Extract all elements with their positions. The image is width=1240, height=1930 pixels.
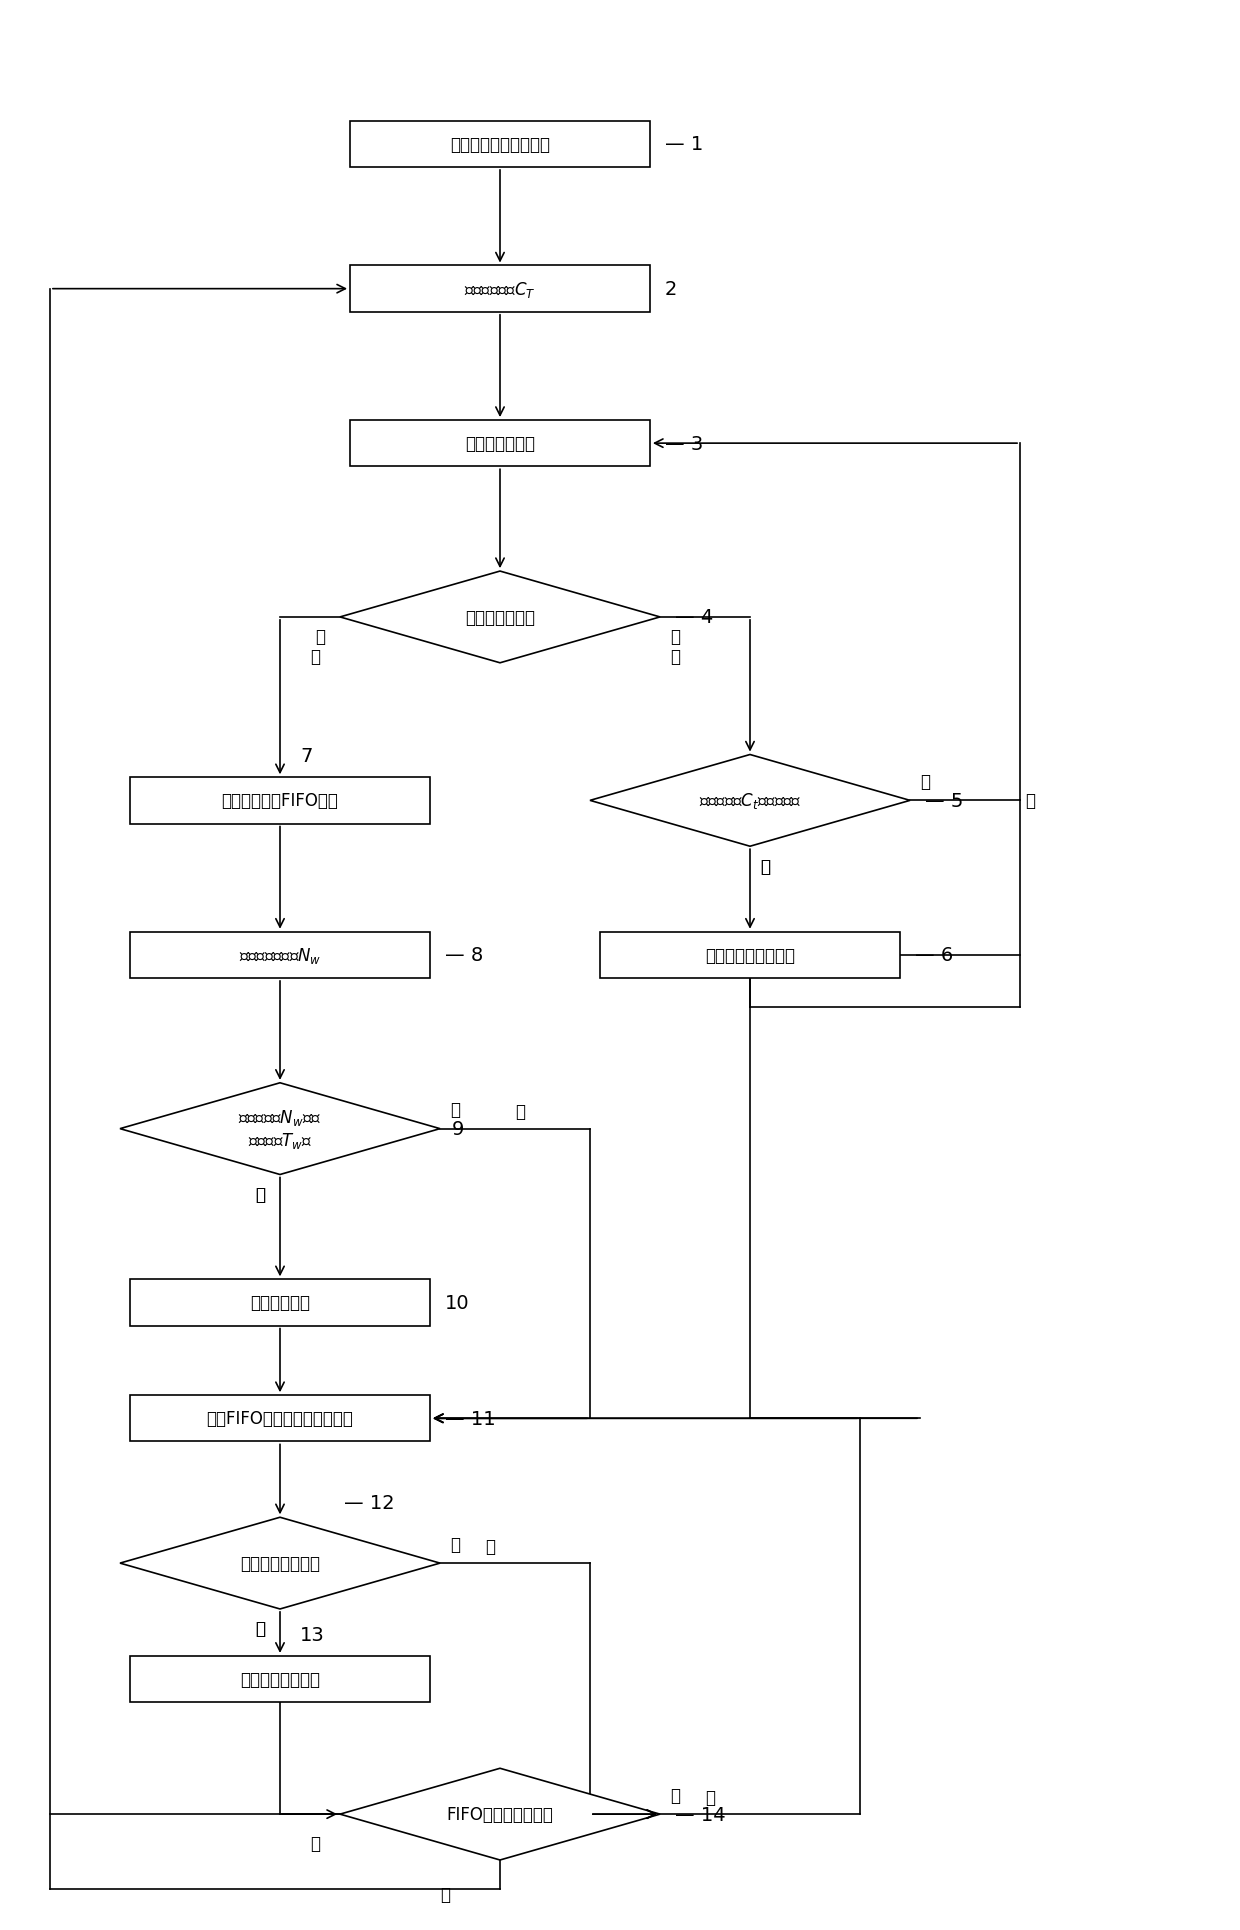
Text: 写请求数目$N_w$大于
指定阈値$T_w$？: 写请求数目$N_w$大于 指定阈値$T_w$？ bbox=[238, 1108, 321, 1150]
Text: 是否为读请求？: 是否为读请求？ bbox=[465, 608, 534, 627]
Text: 是: 是 bbox=[255, 1619, 265, 1637]
FancyBboxPatch shape bbox=[130, 1656, 430, 1702]
FancyBboxPatch shape bbox=[130, 932, 430, 979]
Text: 10: 10 bbox=[445, 1293, 470, 1312]
Text: 是: 是 bbox=[670, 627, 680, 647]
Text: 是: 是 bbox=[760, 857, 770, 874]
Text: 是: 是 bbox=[255, 1619, 265, 1637]
Text: 响应等待的读请求: 响应等待的读请求 bbox=[241, 1669, 320, 1689]
Text: FIFO队列是否为空？: FIFO队列是否为空？ bbox=[446, 1805, 553, 1824]
Text: — 3: — 3 bbox=[665, 434, 703, 454]
Text: 否: 否 bbox=[1025, 791, 1035, 811]
Text: 是: 是 bbox=[760, 857, 770, 874]
FancyBboxPatch shape bbox=[600, 932, 900, 979]
FancyBboxPatch shape bbox=[130, 778, 430, 824]
Text: 否: 否 bbox=[485, 1536, 495, 1556]
Text: — 8: — 8 bbox=[445, 946, 484, 965]
Text: 是: 是 bbox=[255, 1185, 265, 1202]
Polygon shape bbox=[340, 571, 660, 664]
FancyBboxPatch shape bbox=[350, 122, 650, 168]
Text: 是: 是 bbox=[255, 1185, 265, 1202]
Text: 是: 是 bbox=[440, 1886, 450, 1903]
Text: 否: 否 bbox=[315, 627, 325, 647]
Text: — 11: — 11 bbox=[445, 1409, 496, 1428]
Text: 接受主机端请求: 接受主机端请求 bbox=[465, 434, 534, 454]
Text: — 12: — 12 bbox=[343, 1494, 394, 1513]
Text: 是: 是 bbox=[310, 1834, 320, 1853]
Text: 预取热点数据: 预取热点数据 bbox=[250, 1293, 310, 1312]
Text: 是否为指向$C_t$的读请求？: 是否为指向$C_t$的读请求？ bbox=[699, 791, 801, 811]
Text: 是否有读请求等待: 是否有读请求等待 bbox=[241, 1554, 320, 1573]
Text: — 6: — 6 bbox=[915, 946, 954, 965]
Text: 递增写请求数目$N_w$: 递增写请求数目$N_w$ bbox=[239, 946, 321, 965]
Text: 否: 否 bbox=[515, 1102, 525, 1121]
Text: 将读请求加入哈希表: 将读请求加入哈希表 bbox=[706, 946, 795, 965]
Text: — 1: — 1 bbox=[665, 135, 703, 154]
Text: 初始化变量和数据结构: 初始化变量和数据结构 bbox=[450, 135, 551, 154]
Text: — 14: — 14 bbox=[675, 1805, 725, 1824]
Text: 否: 否 bbox=[920, 772, 930, 791]
Polygon shape bbox=[120, 1083, 440, 1175]
Text: 否: 否 bbox=[310, 647, 320, 666]
Polygon shape bbox=[340, 1768, 660, 1861]
Text: 2: 2 bbox=[665, 280, 677, 299]
FancyBboxPatch shape bbox=[130, 1280, 430, 1326]
Text: 13: 13 bbox=[300, 1625, 325, 1644]
Text: 7: 7 bbox=[300, 747, 312, 766]
Text: 将写请求加入FIFO队列: 将写请求加入FIFO队列 bbox=[222, 791, 339, 811]
FancyBboxPatch shape bbox=[130, 1395, 430, 1442]
Text: 否: 否 bbox=[450, 1100, 460, 1119]
Text: 调度FIFO队列的第一个写请求: 调度FIFO队列的第一个写请求 bbox=[207, 1409, 353, 1428]
Text: 选择目标通道$C_T$: 选择目标通道$C_T$ bbox=[464, 280, 536, 299]
Text: — 4: — 4 bbox=[675, 608, 713, 627]
Text: 9: 9 bbox=[453, 1119, 464, 1139]
Polygon shape bbox=[120, 1517, 440, 1610]
FancyBboxPatch shape bbox=[350, 421, 650, 467]
FancyBboxPatch shape bbox=[350, 266, 650, 313]
Text: 否: 否 bbox=[670, 1785, 680, 1805]
Text: 否: 否 bbox=[706, 1787, 715, 1806]
Text: — 5: — 5 bbox=[925, 791, 963, 811]
Text: 否: 否 bbox=[450, 1534, 460, 1554]
Text: 是: 是 bbox=[670, 647, 680, 666]
Polygon shape bbox=[590, 755, 910, 847]
